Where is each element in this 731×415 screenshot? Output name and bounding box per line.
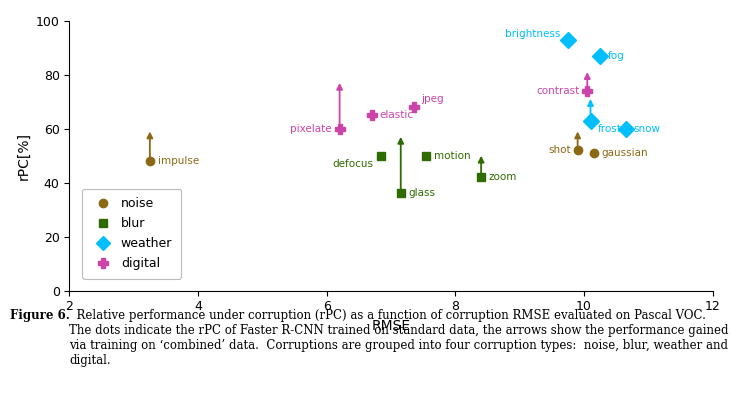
Text: fog: fog	[608, 51, 624, 61]
Text: glass: glass	[409, 188, 436, 198]
X-axis label: RMSE: RMSE	[371, 319, 411, 333]
Text: impulse: impulse	[158, 156, 199, 166]
Text: gaussian: gaussian	[602, 148, 648, 158]
Text: pixelate: pixelate	[290, 124, 332, 134]
Y-axis label: rPC[%]: rPC[%]	[16, 132, 30, 180]
Text: Relative performance under corruption (rPC) as a function of corruption RMSE eva: Relative performance under corruption (r…	[69, 309, 729, 366]
Text: snow: snow	[634, 124, 661, 134]
Text: jpeg: jpeg	[421, 94, 444, 104]
Text: defocus: defocus	[333, 159, 374, 169]
Text: elastic: elastic	[379, 110, 414, 120]
Legend: noise, blur, weather, digital: noise, blur, weather, digital	[82, 189, 181, 279]
Text: Figure 6.: Figure 6.	[10, 309, 69, 322]
Text: contrast: contrast	[537, 86, 580, 96]
Text: zoom: zoom	[489, 172, 518, 182]
Text: motion: motion	[434, 151, 471, 161]
Text: brightness: brightness	[505, 29, 560, 39]
Text: frost: frost	[598, 124, 622, 134]
Text: shot: shot	[548, 145, 571, 155]
